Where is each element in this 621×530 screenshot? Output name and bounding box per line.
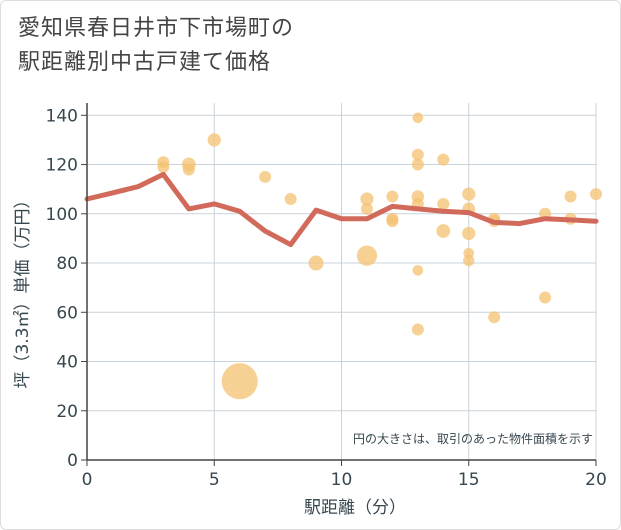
bubble-point: [157, 161, 170, 174]
bubble-point: [411, 148, 424, 161]
trend-line-group: [84, 171, 599, 248]
bubble-point: [412, 112, 424, 124]
bubble-point: [488, 311, 501, 324]
bubble-point: [463, 254, 475, 267]
bubble-point: [386, 190, 399, 203]
bubble-point: [284, 193, 297, 206]
bubble-point: [221, 363, 258, 400]
bubble-point: [182, 163, 195, 176]
bubble-point: [590, 188, 602, 201]
y-tick-label: 0: [67, 451, 78, 471]
tick-labels: 0 20 40 60 80 100 120 140 0 5 10 15 20: [46, 106, 607, 490]
y-tick-label: 120: [46, 156, 78, 176]
x-tick-label: 20: [585, 470, 607, 490]
chart-title-line-1: 愛知県春日井市下市場町の: [18, 16, 295, 41]
x-tick-label: 0: [82, 470, 93, 490]
bubble-point: [259, 170, 272, 183]
y-tick-label: 100: [46, 205, 78, 225]
bubble-point: [462, 226, 476, 241]
bubble-point: [360, 192, 374, 206]
bubble-point: [386, 215, 399, 228]
x-tick-label: 10: [331, 470, 353, 490]
bubble-point: [411, 323, 424, 336]
bubble-point: [411, 158, 424, 171]
x-tick-label: 5: [209, 470, 220, 490]
data-points: [157, 112, 602, 400]
bubble-point: [564, 190, 577, 203]
bubble-point: [308, 255, 324, 271]
y-tick-label: 80: [56, 254, 78, 274]
bubble-point: [462, 187, 476, 201]
y-tick-label: 20: [56, 402, 78, 422]
size-annotation: 円の大きさは、取引のあった物件面積を示す: [353, 431, 593, 446]
bubble-point: [437, 197, 450, 210]
bubble-point: [539, 291, 552, 304]
trend-line: [84, 171, 599, 248]
chart-title-line-2: 駅距離別中古戸建て価格: [18, 50, 272, 75]
bubble-point: [356, 245, 378, 266]
y-tick-label: 60: [56, 303, 78, 323]
y-tick-label: 140: [46, 106, 78, 126]
chart-title: 愛知県春日井市下市場町の 駅距離別中古戸建て価格: [18, 12, 294, 80]
bubble-point: [412, 265, 424, 276]
bubble-point: [207, 133, 221, 147]
y-axis-label: 坪（3.3㎡）単価（万円）: [13, 191, 33, 388]
bubble-point: [360, 202, 373, 215]
grid-lines: [87, 103, 597, 460]
x-axis-label: 駅距離（分）: [304, 498, 406, 518]
x-tick-label: 15: [458, 470, 480, 490]
bubble-point: [437, 153, 450, 166]
bubble-point: [436, 224, 451, 238]
y-tick-label: 40: [56, 353, 78, 373]
